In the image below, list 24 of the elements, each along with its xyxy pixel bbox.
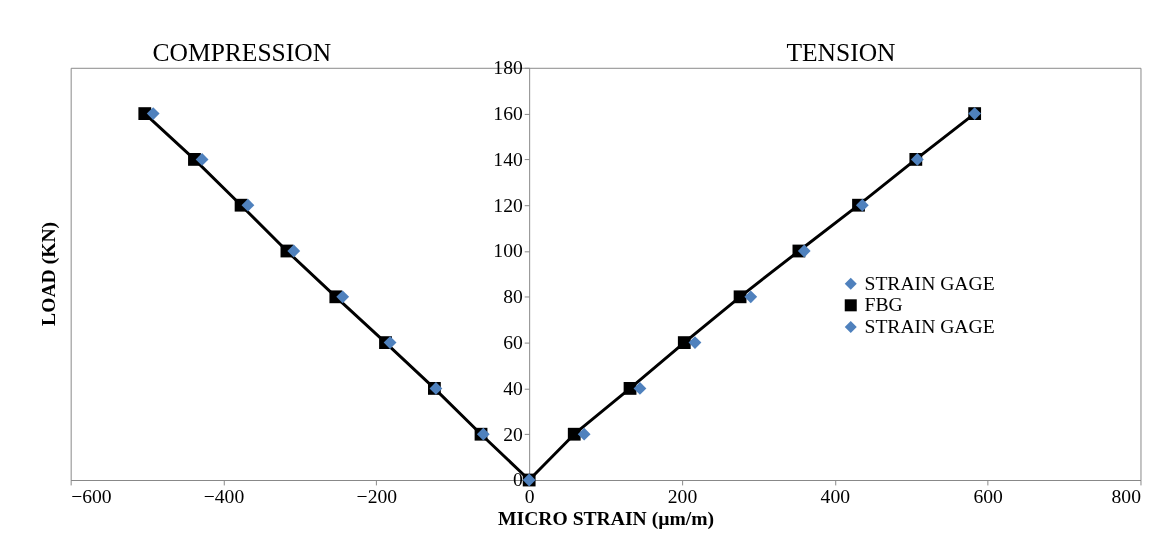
x-tick-label: 800 (1111, 486, 1142, 508)
legend-label: FBG (864, 294, 903, 316)
y-tick-label: 140 (493, 148, 523, 170)
x-tick-label: 600 (973, 486, 1004, 508)
y-tick-label: 80 (503, 286, 523, 308)
y-axis-title: LOAD (KN) (37, 221, 60, 326)
y-tick-label: 180 (493, 57, 523, 79)
y-tick-label: 60 (503, 331, 523, 353)
y-tick-label: 100 (493, 240, 523, 262)
y-tick-label: 20 (503, 423, 523, 445)
y-tick-label: 0 (512, 469, 523, 491)
x-tick-label: −200 (356, 486, 398, 508)
text: COMPRESSION (152, 37, 332, 67)
y-tick-label: 160 (493, 102, 523, 124)
y-tick-label: 40 (503, 377, 523, 399)
x-tick-label: −600 (71, 486, 112, 508)
x-tick-label: 200 (667, 486, 698, 508)
legend-label: STRAIN GAGE (864, 272, 995, 294)
x-axis-title: MICRO STRAIN (µm/m) (498, 507, 715, 530)
x-tick-label: 400 (820, 486, 851, 508)
legend-label: STRAIN GAGE (864, 315, 995, 337)
text: TENSION (786, 37, 896, 67)
x-tick-label: −400 (203, 486, 245, 508)
y-tick-label: 120 (493, 194, 523, 216)
